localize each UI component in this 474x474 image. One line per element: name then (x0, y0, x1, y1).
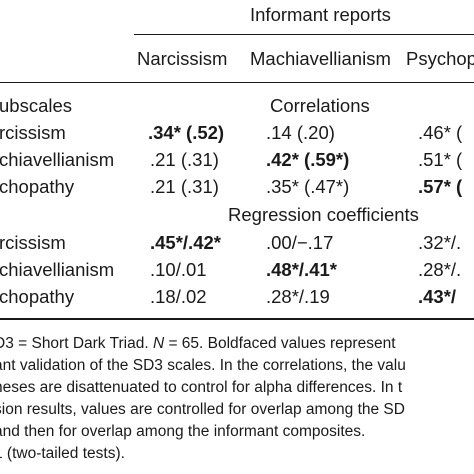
informant-reports-header: Informant reports (250, 4, 391, 25)
row-header-subscales: ubscales (0, 95, 73, 116)
top-rule (0, 82, 474, 83)
table-cell: .43*/ (418, 286, 457, 307)
table-note-line: sion results, values are controlled for … (0, 401, 405, 418)
section-title-regression: Regression coefficients (228, 204, 419, 225)
table-note-line: and then for overlap among the informant… (0, 423, 366, 440)
row-label: chopathy (0, 176, 75, 197)
table-cell: .48*/.41* (266, 259, 337, 280)
table-cell: .57* ( (418, 176, 463, 197)
table-cell: .46* ( (418, 122, 463, 143)
table-note-line: heses are disattenuated to control for a… (0, 379, 403, 396)
row-label: rcissism (0, 232, 66, 253)
table-cell: .28*/. (418, 259, 462, 280)
table-note-line: D3 = Short Dark Triad. N = 65. Boldfaced… (0, 335, 396, 352)
row-label: chiavellianism (0, 259, 115, 280)
bottom-rule (0, 318, 474, 320)
table-cell: .28*/.19 (266, 286, 330, 307)
section-title-correlations: Correlations (270, 95, 370, 116)
table-cell: .21 (.31) (150, 176, 219, 197)
row-label: chopathy (0, 286, 75, 307)
column-header-machiavellianism: Machiavellianism (250, 48, 391, 69)
table-cell: .21 (.31) (150, 149, 219, 170)
table-cell: .10/.01 (150, 259, 207, 280)
table-cell: .35* (.47*) (266, 176, 350, 197)
column-header-psychopathy: Psychop (406, 48, 474, 69)
table-cell: .45*/.42* (150, 232, 221, 253)
table-cell: .14 (.20) (266, 122, 335, 143)
header-underline (134, 34, 474, 35)
column-header-narcissism: Narcissism (137, 48, 228, 69)
table-cell: .32*/. (418, 232, 462, 253)
row-label: rcissism (0, 122, 66, 143)
table-cell: .18/.02 (150, 286, 207, 307)
table-cell: .00/−.17 (266, 232, 334, 253)
table-cell: .51* ( (418, 149, 463, 170)
table-note-line: 1 (two-tailed tests). (0, 445, 125, 462)
row-label: chiavellianism (0, 149, 115, 170)
table-cell: .42* (.59*) (266, 149, 350, 170)
table-cell: .34* (.52) (148, 122, 225, 143)
table-note-line: ant validation of the SD3 scales. In the… (0, 357, 406, 374)
